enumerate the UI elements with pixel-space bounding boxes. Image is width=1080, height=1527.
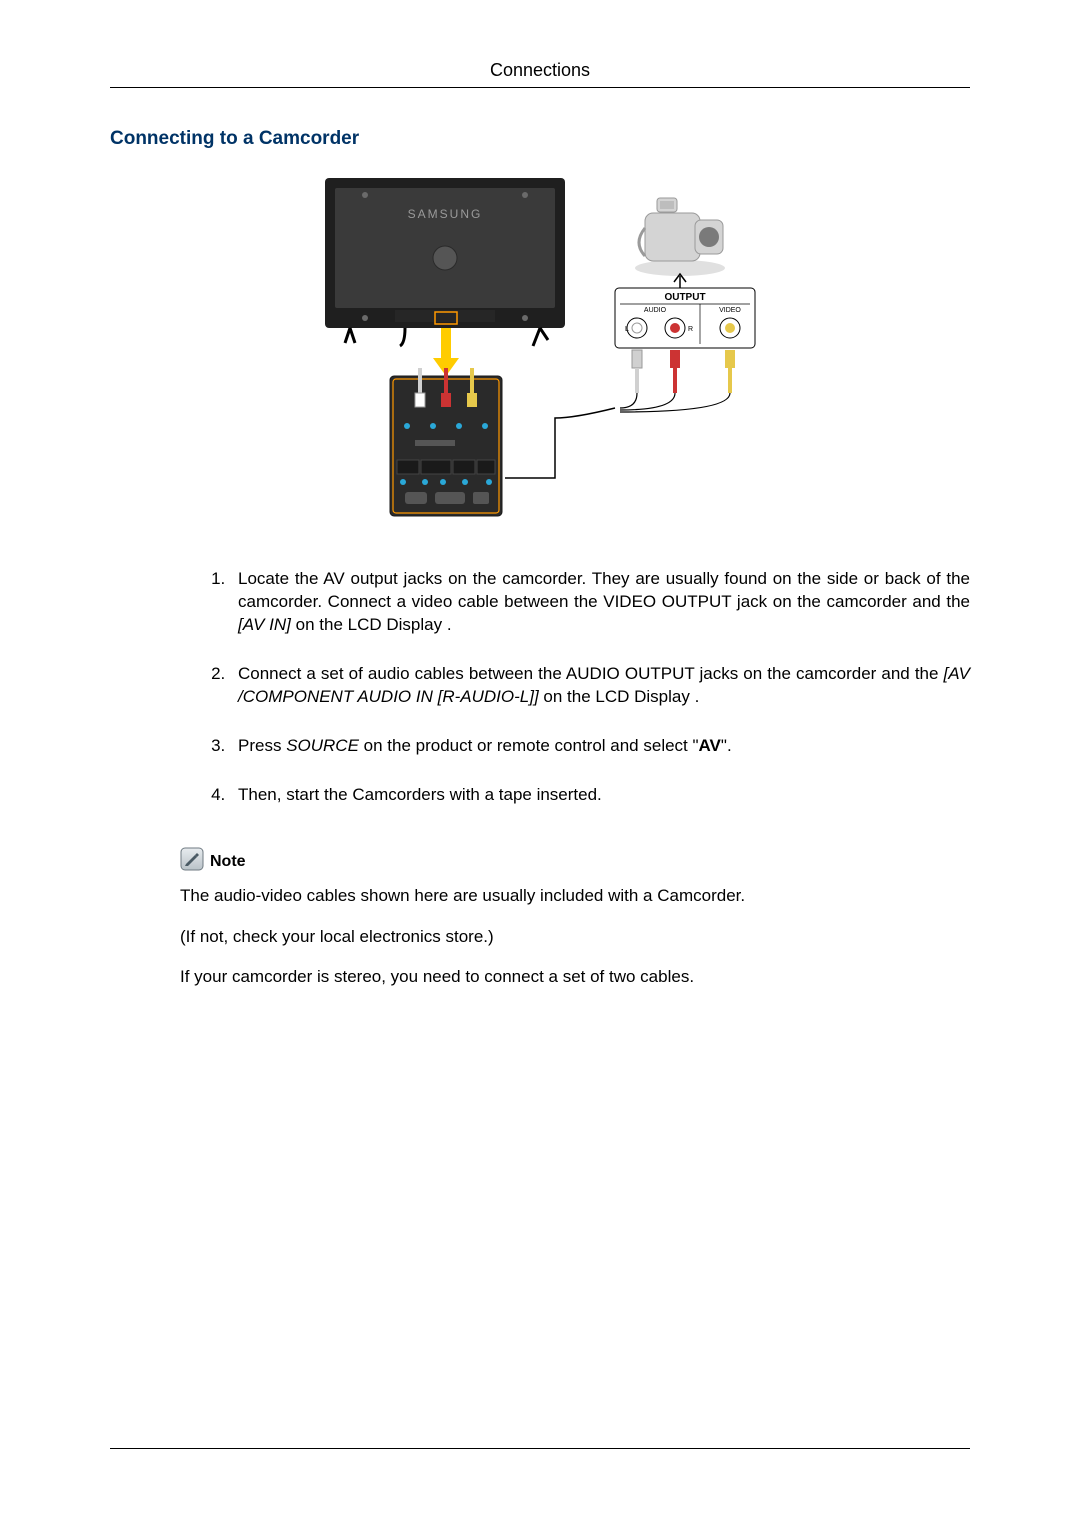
note-line-1: The audio-video cables shown here are us… (180, 885, 970, 908)
note-block: Note The audio-video cables shown here a… (180, 847, 970, 990)
tv-cable (400, 328, 405, 346)
jack-label-r: R (688, 326, 693, 333)
connector-branch (620, 393, 637, 408)
step-text: Then, start the Camcorders with a tape i… (238, 785, 602, 804)
step-text: Connect a set of audio cables between th… (238, 664, 944, 683)
header-rule (110, 87, 970, 88)
output-panel: OUTPUT AUDIO VIDEO L R (615, 288, 755, 393)
module-btn (435, 492, 465, 504)
port-dot (462, 479, 468, 485)
module-btn (473, 492, 489, 504)
port-dot (482, 423, 488, 429)
page: Connections Connecting to a Camcorder SA… (0, 0, 1080, 1527)
jack-label-l: L (625, 326, 629, 333)
step-text: on the LCD Display . (291, 615, 452, 634)
section-title: Connecting to a Camcorder (110, 128, 970, 150)
camcorder-lens (699, 227, 719, 247)
tv-screw (362, 192, 368, 198)
tv-screw (522, 192, 528, 198)
output-plug-red (670, 350, 680, 393)
step-1: Locate the AV output jacks on the camcor… (230, 568, 970, 637)
connector-line (505, 408, 615, 478)
step-text: Press (238, 736, 286, 755)
port-dot (404, 423, 410, 429)
note-icon (180, 847, 204, 871)
module-slot (415, 440, 455, 446)
module-labels (397, 460, 495, 474)
tv-screw (362, 315, 368, 321)
step-3: Press SOURCE on the product or remote co… (230, 735, 970, 758)
port-dot (422, 479, 428, 485)
connection-diagram: SAMSUNG (110, 168, 970, 528)
step-text: Locate the AV output jacks on the camcor… (238, 569, 970, 611)
step-em: [AV IN] (238, 615, 291, 634)
step-4: Then, start the Camcorders with a tape i… (230, 784, 970, 807)
step-2: Connect a set of audio cables between th… (230, 663, 970, 709)
output-plug-white (632, 350, 642, 393)
page-header-title: Connections (110, 60, 970, 87)
step-text: on the LCD Display . (539, 687, 700, 706)
step-em: SOURCE (286, 736, 359, 755)
step-bold: AV (699, 736, 721, 755)
port-dot (400, 479, 406, 485)
tv-lens (433, 246, 457, 270)
port-dot (440, 479, 446, 485)
diagram-svg: SAMSUNG (305, 168, 775, 528)
output-sub-audio: AUDIO (644, 307, 667, 314)
port-dot (456, 423, 462, 429)
output-sub-video: VIDEO (719, 307, 741, 314)
tv: SAMSUNG (325, 178, 565, 376)
output-plug-yellow (725, 350, 735, 393)
footer-rule (110, 1448, 970, 1449)
camcorder-strap (639, 228, 645, 256)
note-line-2: (If not, check your local electronics st… (180, 926, 970, 949)
tv-brand: SAMSUNG (408, 207, 483, 221)
port-dot (430, 423, 436, 429)
tv-foot-left (345, 328, 355, 343)
tv-screw (522, 315, 528, 321)
step-text: on the product or remote control and sel… (359, 736, 699, 755)
module-btn (405, 492, 427, 504)
port-dot (486, 479, 492, 485)
camcorder-viewfinder-screen (660, 201, 674, 209)
camcorder (635, 198, 725, 288)
output-title: OUTPUT (664, 292, 705, 303)
instruction-list: Locate the AV output jacks on the camcor… (200, 568, 970, 807)
camcorder-body (645, 213, 700, 261)
note-label: Note (210, 853, 246, 871)
av-module (390, 368, 502, 516)
note-line-3: If your camcorder is stereo, you need to… (180, 966, 970, 989)
tv-foot-right (533, 328, 548, 346)
step-text: ". (721, 736, 732, 755)
note-heading: Note (180, 847, 970, 871)
